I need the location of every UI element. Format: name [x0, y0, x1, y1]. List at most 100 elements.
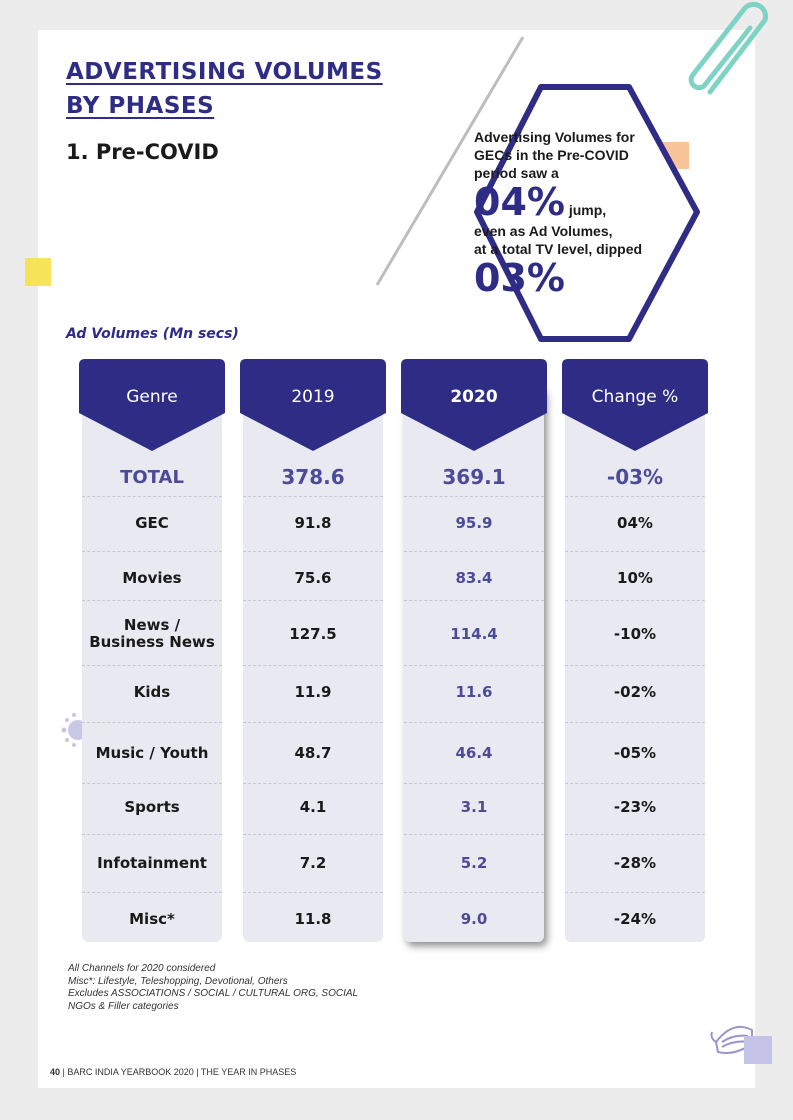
- row-divider: [82, 665, 222, 666]
- table-cell-2019: 7.2: [240, 853, 386, 872]
- table-cell-2020: 5.2: [401, 853, 547, 872]
- row-divider: [565, 600, 705, 601]
- row-divider: [243, 892, 383, 893]
- cell-text: -24%: [613, 909, 657, 928]
- cell-text: GEC: [135, 513, 169, 532]
- table-cell-2019: 75.6: [240, 569, 386, 587]
- table-cell-2020: 9.0: [401, 909, 547, 928]
- row-divider: [82, 834, 222, 835]
- cell-text: TOTAL: [120, 467, 184, 488]
- paperclip-icon: [688, 1, 769, 95]
- table-cell-change: 04%: [562, 514, 708, 532]
- table-cell-2020: 11.6: [401, 683, 547, 701]
- cell-text: 5.2: [460, 853, 488, 872]
- callout-line-1: Advertising Volumes for: [474, 129, 635, 145]
- row-divider: [404, 892, 544, 893]
- cell-text: 48.7: [294, 743, 332, 762]
- table-cell-genre: Music / Youth: [79, 743, 225, 762]
- row-divider: [565, 834, 705, 835]
- table-cell-2019: 11.8: [240, 910, 386, 928]
- row-divider: [404, 783, 544, 784]
- table-cell-change: -05%: [562, 743, 708, 762]
- cell-text: Infotainment: [97, 853, 207, 872]
- table-cell-change: -28%: [562, 854, 708, 872]
- row-divider: [82, 496, 222, 497]
- cell-text: 11.9: [294, 682, 332, 701]
- callout-line-2: GECs in the Pre-COVID: [474, 147, 629, 163]
- row-divider: [243, 783, 383, 784]
- table-column-2019: 2019 378.6 91.8 75.6 127.5 11.9 48.7 4.1 7.2 11.8: [240, 359, 386, 942]
- table-cell-genre: TOTAL: [79, 467, 225, 488]
- table-column-genre: Genre TOTAL GEC Movies News / Business News Ki…: [79, 359, 225, 942]
- callout-gec-percent: 04%: [474, 180, 565, 224]
- cell-text: Sports: [124, 797, 180, 816]
- cell-text: 91.8: [294, 513, 332, 532]
- table-cell-genre: Kids: [79, 682, 225, 701]
- column-header-shape: [562, 359, 708, 451]
- table-cell-2020: 369.1: [401, 465, 547, 489]
- table-cell-change: 10%: [562, 568, 708, 587]
- table-cell-genre: Sports: [79, 797, 225, 816]
- row-divider: [243, 600, 383, 601]
- cell-text: 7.2: [299, 853, 327, 872]
- table-cell-genre: GEC: [79, 513, 225, 532]
- table-cell-genre: Misc*: [79, 909, 225, 928]
- column-header-2020: 2020: [450, 387, 498, 407]
- table-cell-2019: 378.6: [240, 465, 386, 489]
- yellow-square-decoration: [25, 258, 51, 286]
- page-footer: 40 | BARC INDIA YEARBOOK 2020 | THE YEAR…: [50, 1067, 296, 1077]
- footnotes: All Channels for 2020 considered Misc*: …: [68, 963, 358, 1013]
- table-cell-2020: 46.4: [401, 744, 547, 762]
- cell-text: Music / Youth: [95, 743, 209, 762]
- row-divider: [404, 834, 544, 835]
- row-divider: [243, 834, 383, 835]
- cell-text: 9.0: [460, 909, 488, 928]
- cell-text: Misc*: [129, 909, 175, 928]
- callout-line-5: at a total TV level, dipped: [474, 241, 643, 257]
- column-header-shape: [240, 359, 386, 451]
- table-cell-change: -24%: [562, 909, 708, 928]
- row-divider: [82, 783, 222, 784]
- cell-text: 378.6: [281, 465, 345, 489]
- table-cell-2019: 91.8: [240, 513, 386, 532]
- lavender-square-decoration: [744, 1036, 772, 1064]
- row-divider: [243, 551, 383, 552]
- cell-text: 369.1: [442, 465, 506, 489]
- table-column-change: Change % -03% 04% 10% -10% -02% -05% -23% -28% -2…: [562, 359, 708, 942]
- cell-text: 114.4: [450, 624, 498, 643]
- cell-text: Kids: [133, 682, 171, 701]
- cell-text: 127.5: [289, 624, 337, 643]
- cell-text: -10%: [613, 624, 657, 643]
- cell-text-line-2: Business News: [89, 633, 215, 651]
- cell-text: -03%: [606, 465, 664, 489]
- title-line-1: ADVERTISING VOLUMES: [66, 59, 383, 85]
- table-cell-genre: Movies: [79, 569, 225, 587]
- cell-text: -02%: [613, 682, 657, 701]
- callout-text: Advertising Volumes for GECs in the Pre-…: [474, 128, 704, 298]
- row-divider: [404, 600, 544, 601]
- cell-text: 95.9: [455, 513, 493, 532]
- cell-text: News /: [123, 616, 181, 634]
- row-divider: [565, 892, 705, 893]
- column-header-shape: [401, 359, 547, 451]
- cell-text: 10%: [617, 568, 653, 587]
- table-cell-2019: 11.9: [240, 682, 386, 701]
- row-divider: [243, 496, 383, 497]
- column-header-2019: 2019: [291, 387, 335, 407]
- table-cell-2020: 95.9: [401, 513, 547, 532]
- cell-text: -05%: [613, 743, 657, 762]
- cell-text: 3.1: [460, 797, 488, 816]
- column-header-change: Change %: [591, 387, 679, 407]
- row-divider: [565, 722, 705, 723]
- column-header-shape: [79, 359, 225, 451]
- row-divider: [565, 665, 705, 666]
- row-divider: [82, 600, 222, 601]
- row-divider: [404, 496, 544, 497]
- callout-total-percent: 03%: [474, 256, 565, 300]
- footer-text: | BARC INDIA YEARBOOK 2020 | THE YEAR IN…: [62, 1067, 297, 1077]
- cell-text: 4.1: [299, 797, 327, 816]
- row-divider: [404, 722, 544, 723]
- footnote-2: Misc*: Lifestyle, Teleshopping, Devotion…: [68, 975, 288, 987]
- column-header-genre: Genre: [126, 387, 178, 407]
- table-cell-change: -03%: [562, 465, 708, 489]
